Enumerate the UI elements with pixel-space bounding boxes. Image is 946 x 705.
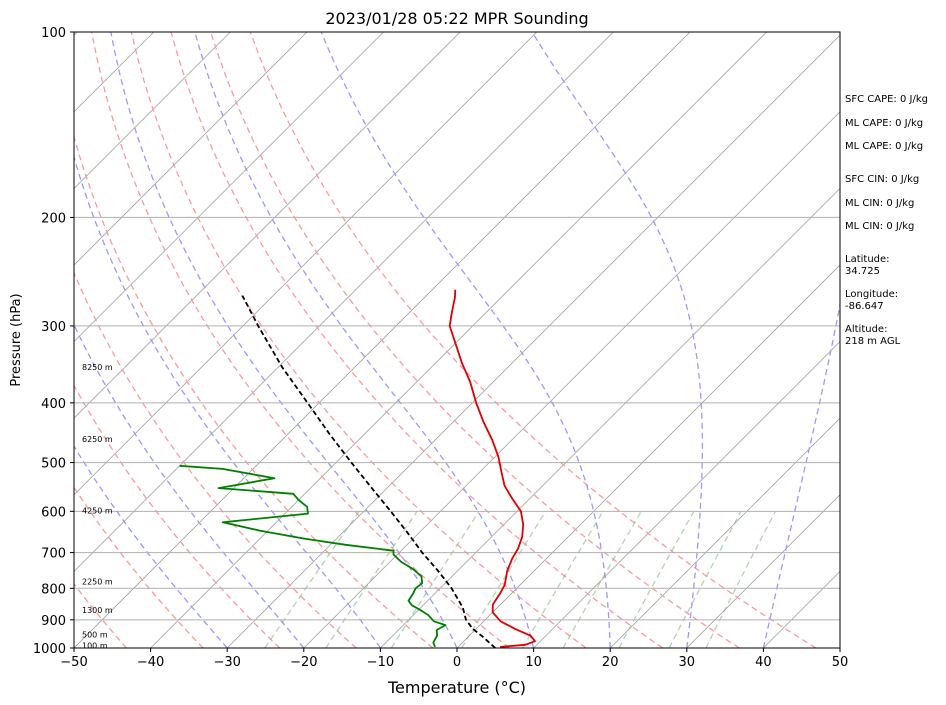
x-tick-label: −50 bbox=[60, 655, 87, 670]
pressure-grid bbox=[74, 31, 840, 649]
dry-adiabat-line bbox=[249, 32, 817, 648]
height-label: 2250 m bbox=[82, 578, 113, 587]
isotherm-line bbox=[74, 32, 231, 189]
longitude-text: Longitude: -86.647 bbox=[845, 289, 899, 312]
height-label: 500 m bbox=[82, 630, 108, 639]
y-tick-label: 700 bbox=[41, 547, 66, 562]
mixing-ratio-line bbox=[521, 510, 604, 648]
height-labels: 8250 m 6250 m 4250 m 2250 m 1300 m 500 m 100 m bbox=[82, 363, 113, 650]
y-tick-label: 800 bbox=[41, 582, 66, 597]
x-axis-label: Temperature (°C) bbox=[387, 678, 526, 697]
y-tick-label: 300 bbox=[41, 320, 66, 335]
mixing-ratio-line bbox=[668, 510, 742, 648]
ml-cape-text-2: ML CAPE: 0 J/kg bbox=[845, 141, 924, 152]
altitude-text: Altitude: 218 m AGL bbox=[845, 324, 901, 347]
x-tick-label: 50 bbox=[832, 655, 849, 670]
ml-cin-text-2: ML CIN: 0 J/kg bbox=[845, 221, 915, 232]
isotherm-line bbox=[74, 32, 461, 419]
moist-adiabat-line bbox=[762, 301, 840, 648]
temperature-profile bbox=[448, 289, 536, 648]
moist-adiabat-line bbox=[74, 154, 381, 648]
dry-adiabat-line bbox=[209, 32, 740, 648]
isotherm-line bbox=[533, 341, 840, 648]
x-tick-label: 40 bbox=[755, 655, 772, 670]
latitude-text: Latitude: 34.725 bbox=[845, 254, 890, 277]
x-tick-label: 10 bbox=[525, 655, 542, 670]
y-tick-label: 200 bbox=[41, 211, 66, 226]
x-tick-label: −30 bbox=[213, 655, 240, 670]
isotherm-line bbox=[609, 417, 840, 648]
y-tick-label: 400 bbox=[41, 397, 66, 412]
dry-adiabat-line bbox=[130, 32, 587, 648]
x-axis: −50 −40 −30 −20 −10 0 10 20 30 40 50 bbox=[60, 648, 848, 670]
dry-adiabat-line bbox=[90, 32, 510, 648]
height-label: 4250 m bbox=[82, 506, 113, 515]
isotherm-line bbox=[303, 111, 840, 648]
dry-adiabat-line bbox=[74, 486, 204, 648]
y-tick-label: 100 bbox=[41, 26, 66, 41]
reference-lines bbox=[74, 32, 840, 648]
mixing-ratio-line bbox=[264, 510, 360, 648]
height-label: 100 m bbox=[82, 641, 108, 650]
x-tick-label: 30 bbox=[679, 655, 696, 670]
x-tick-label: 20 bbox=[602, 655, 619, 670]
x-tick-label: −20 bbox=[290, 655, 317, 670]
isotherm-line bbox=[74, 32, 538, 496]
y-axis: 100 200 300 400 500 600 700 800 900 1000 bbox=[33, 26, 74, 657]
isotherm-line bbox=[226, 34, 840, 648]
y-tick-label: 600 bbox=[41, 505, 66, 520]
mixing-ratio-line bbox=[705, 510, 777, 648]
dewpoint-profile bbox=[179, 464, 447, 648]
plot-frame bbox=[73, 31, 841, 649]
chart-title: 2023/01/28 05:22 MPR Sounding bbox=[325, 9, 588, 28]
dry-adiabat-line bbox=[170, 32, 664, 648]
x-tick-label: −40 bbox=[137, 655, 164, 670]
height-label: 1300 m bbox=[82, 606, 113, 615]
y-tick-label: 500 bbox=[41, 457, 66, 472]
y-tick-label: 900 bbox=[41, 614, 66, 629]
height-label: 6250 m bbox=[82, 435, 113, 444]
height-label: 8250 m bbox=[82, 363, 113, 372]
isotherm-line bbox=[74, 32, 308, 266]
mixing-ratio-line bbox=[461, 510, 547, 648]
isotherm-line bbox=[456, 264, 840, 648]
isotherm-line bbox=[74, 32, 614, 572]
moist-adiabat-line bbox=[320, 32, 611, 648]
moist-adiabat-line bbox=[110, 32, 458, 648]
sfc-cape-text: SFC CAPE: 0 J/kg bbox=[845, 94, 928, 105]
dry-adiabat-line bbox=[74, 271, 357, 648]
isotherm-line bbox=[74, 32, 384, 343]
x-tick-label: 0 bbox=[453, 655, 461, 670]
mixing-ratio-line bbox=[390, 510, 480, 648]
ml-cape-text: ML CAPE: 0 J/kg bbox=[845, 118, 924, 129]
moist-adiabat-line bbox=[531, 32, 704, 648]
x-tick-label: −10 bbox=[367, 655, 394, 670]
isotherm-line bbox=[150, 32, 767, 648]
mixing-ratio-line bbox=[562, 510, 642, 648]
ml-cin-text: ML CIN: 0 J/kg bbox=[845, 198, 915, 209]
isotherm-line bbox=[686, 494, 840, 648]
y-axis-label: Pressure (hPa) bbox=[9, 293, 24, 386]
y-tick-label: 1000 bbox=[33, 642, 66, 657]
moist-adiabat-line bbox=[194, 32, 535, 648]
moist-adiabat-line bbox=[74, 444, 228, 648]
dry-adiabat-line bbox=[74, 134, 434, 648]
mixing-ratio-line bbox=[618, 510, 695, 648]
profiles bbox=[179, 289, 536, 648]
isotherm-line bbox=[380, 187, 840, 648]
mixing-ratio-line bbox=[325, 510, 418, 648]
indices-panel: SFC CAPE: 0 J/kg ML CAPE: 0 J/kg ML CAPE… bbox=[845, 0, 945, 705]
dry-adiabat-line bbox=[74, 384, 281, 648]
sfc-cin-text: SFC CIN: 0 J/kg bbox=[845, 174, 920, 185]
